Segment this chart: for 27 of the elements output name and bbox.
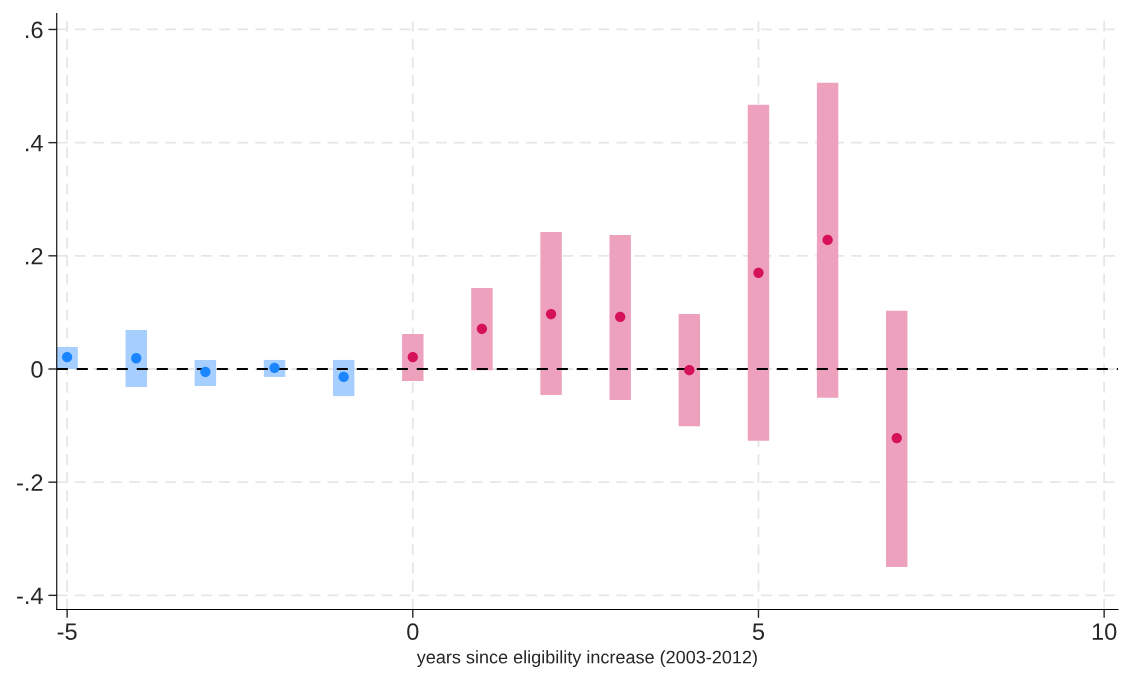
point [131,353,142,364]
y-tick-label: -.2 [17,474,43,491]
y-tick-label: -.4 [17,587,43,604]
point [545,308,557,320]
x-tick-label: 10 [1092,623,1117,641]
point [891,432,902,444]
bar [609,234,631,401]
bar [471,288,493,371]
x-tick-label: -5 [57,623,77,641]
bar [816,82,839,398]
point [822,234,833,246]
point [476,323,488,334]
y-tick-label: .6 [26,21,43,39]
bar [747,104,770,441]
bar [540,232,562,396]
point [753,267,764,278]
point [615,311,626,323]
bar [678,314,701,427]
point [684,364,695,376]
x-tick-label: 5 [752,623,765,641]
y-tick-label: .2 [26,247,43,265]
bar [125,329,147,388]
x-tick-label: 0 [407,623,419,641]
x-axis-title: years since eligibility increase (2003-2012) [416,650,757,668]
y-tick-label: 0 [31,361,43,378]
y-tick-label: .4 [26,134,43,152]
bar [886,310,908,568]
